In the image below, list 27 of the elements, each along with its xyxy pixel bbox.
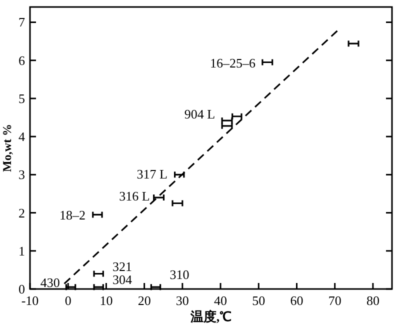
x-tick-label: 60 <box>290 293 304 308</box>
y-tick-label: 1 <box>18 243 25 258</box>
annotation: 304 <box>112 272 133 288</box>
annotation: 904 L <box>184 106 216 122</box>
x-tick-label: 10 <box>100 293 113 308</box>
annotation: 18–2 <box>59 208 86 223</box>
y-tick-label: 4 <box>18 129 26 144</box>
x-axis-title: 温度,℃ <box>189 309 232 324</box>
x-tick-label: 20 <box>138 293 151 308</box>
y-tick-label: 2 <box>18 205 25 220</box>
y-tick-label: 5 <box>18 90 25 106</box>
y-axis-title: Mo,wt % <box>0 124 14 172</box>
x-tick-label: 50 <box>252 293 266 308</box>
annotation: 321 <box>112 258 132 274</box>
x-tick-label: 40 <box>214 293 228 308</box>
y-tick-label: 3 <box>18 167 25 182</box>
y-tick-label: 7 <box>18 14 26 30</box>
x-tick-label: 0 <box>64 293 72 308</box>
x-tick-label: 70 <box>328 293 342 308</box>
annotation: 316 L <box>119 188 150 204</box>
annotation: 310 <box>170 267 190 282</box>
x-tick-label: 80 <box>366 293 380 308</box>
annotation: 430 <box>40 275 60 290</box>
y-tick-label: 6 <box>18 52 26 68</box>
x-tick-label: 30 <box>176 293 189 308</box>
annotation: 317 L <box>136 166 168 182</box>
annotation: 16–25–6 <box>210 55 256 70</box>
